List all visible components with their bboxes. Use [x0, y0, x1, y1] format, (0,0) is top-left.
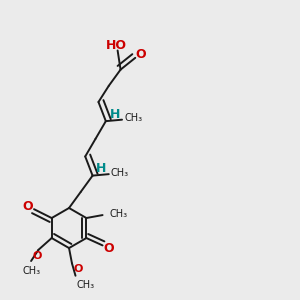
Text: H: H — [96, 163, 106, 176]
Text: O: O — [23, 200, 33, 213]
Text: O: O — [103, 242, 114, 255]
Text: HO: HO — [106, 39, 127, 52]
Text: CH₃: CH₃ — [111, 168, 129, 178]
Text: CH₃: CH₃ — [77, 280, 95, 290]
Text: CH₃: CH₃ — [110, 208, 128, 219]
Text: CH₃: CH₃ — [22, 266, 40, 276]
Text: H: H — [110, 108, 120, 121]
Text: O: O — [135, 48, 146, 62]
Text: O: O — [32, 251, 42, 261]
Text: O: O — [74, 264, 83, 274]
Text: CH₃: CH₃ — [124, 113, 142, 123]
